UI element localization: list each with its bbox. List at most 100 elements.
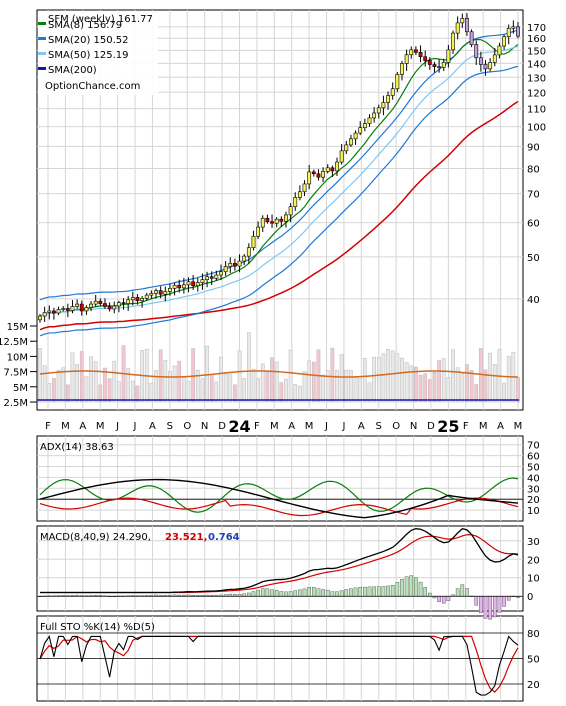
x-tick-label: O xyxy=(392,421,400,432)
volume-bar xyxy=(400,357,404,403)
candle-body xyxy=(362,123,367,129)
x-tick-label: J xyxy=(341,421,345,432)
macd-histogram-bar xyxy=(404,576,409,597)
x-tick-label: D xyxy=(427,421,435,432)
macd-histogram-bar xyxy=(441,596,446,604)
watermark: OptionChance.com xyxy=(45,81,140,92)
volume-bar xyxy=(89,356,93,403)
volume-bar xyxy=(61,367,66,403)
candle-body xyxy=(61,308,66,310)
volume-bar xyxy=(460,373,465,403)
volume-bar xyxy=(265,371,270,403)
volume-bar xyxy=(483,369,488,403)
macd-histogram-bar xyxy=(349,588,353,597)
axis-labels: F M A M J J A S O N D 24 F M A M J J A S O N D 25 F M A M4050607080… xyxy=(0,23,546,691)
candle-body xyxy=(70,306,75,311)
price-tick-label: 160 xyxy=(527,34,546,45)
x-tick-label: M xyxy=(96,421,105,432)
candle-body xyxy=(93,300,98,305)
volume-bar xyxy=(293,384,298,403)
volume-bar xyxy=(182,376,186,403)
volume-bar xyxy=(455,367,460,403)
candle-body xyxy=(214,274,219,279)
volume-bar xyxy=(270,357,274,403)
legend-sma8: SMA(8) 156.79 xyxy=(48,20,122,31)
candle-body xyxy=(121,302,126,304)
candle-body xyxy=(233,263,237,267)
volume-bar xyxy=(446,377,451,403)
volume-bar xyxy=(516,377,520,403)
volume-bar xyxy=(107,378,112,403)
sto-k-line xyxy=(39,635,519,696)
candle-body xyxy=(135,297,140,302)
x-tick-label: A xyxy=(358,421,365,432)
volume-bar xyxy=(465,364,469,403)
candle-body xyxy=(288,206,293,216)
volume-bar xyxy=(209,374,214,403)
macd-histogram-bar xyxy=(437,596,441,602)
volume-bar xyxy=(279,382,284,403)
x-tick-label: A xyxy=(149,421,156,432)
candle-body xyxy=(413,49,418,53)
price-tick-label: 170 xyxy=(527,23,546,34)
candle-body xyxy=(316,173,321,178)
candle-body xyxy=(200,279,205,283)
volume-bar xyxy=(414,366,418,403)
candle-body xyxy=(274,218,279,224)
volume-bar xyxy=(42,365,47,403)
x-tick-label: O xyxy=(183,421,191,432)
candle-body xyxy=(404,54,409,64)
macd-histogram-bar xyxy=(339,590,344,597)
candle-body xyxy=(432,64,437,68)
price-tick-label: 100 xyxy=(527,123,546,134)
volume-bar xyxy=(362,358,367,403)
volume-bar xyxy=(228,373,233,403)
candle-body xyxy=(446,49,451,63)
volume-bar xyxy=(233,384,237,403)
candle-body xyxy=(242,255,247,262)
volume-bar xyxy=(84,376,89,403)
price-tick-label: 70 xyxy=(527,190,540,201)
macd-histogram-bar xyxy=(390,585,395,597)
candle-body xyxy=(65,308,70,311)
legend-swatch-sma20 xyxy=(38,37,46,40)
macd-histogram-bar xyxy=(279,591,284,597)
indicators xyxy=(37,477,523,696)
candle-body xyxy=(112,305,117,310)
candle-body xyxy=(219,271,223,276)
macd-histogram-bar xyxy=(358,587,363,597)
x-tick-label: M xyxy=(270,421,279,432)
volume-bar xyxy=(311,361,316,403)
candle-body xyxy=(237,260,242,267)
macd-histogram-bar xyxy=(274,590,279,597)
volume-bar xyxy=(298,385,302,403)
candle-body xyxy=(511,26,516,29)
x-tick-label: J xyxy=(115,421,119,432)
candle-body xyxy=(321,171,325,178)
volume-bar xyxy=(321,374,325,403)
macd-tick-label: 20 xyxy=(527,555,540,566)
sto-tick-label: 20 xyxy=(527,680,540,691)
macd-histogram-bar xyxy=(460,584,465,597)
volume-bar xyxy=(117,381,121,403)
macd-histogram-bar xyxy=(321,589,325,597)
candle-body xyxy=(427,60,432,65)
volume-bar xyxy=(195,369,200,403)
adx-tick-label: 30 xyxy=(527,484,540,495)
macd-histogram-bar xyxy=(353,587,358,597)
legend-sma20: SMA(20) 150.52 xyxy=(48,35,129,46)
macd-histogram-bar xyxy=(316,588,321,597)
macd-histogram-bar xyxy=(288,591,293,597)
candle-body xyxy=(172,284,177,289)
volume-bar xyxy=(325,370,330,403)
macd-histogram-bar xyxy=(293,590,298,597)
volume-bar xyxy=(372,356,376,403)
macd-histogram-bar xyxy=(479,596,483,614)
x-tick-label: A xyxy=(497,421,504,432)
candle-body xyxy=(38,315,42,321)
candle-body xyxy=(260,217,265,228)
adx-tick-label: 50 xyxy=(527,463,540,474)
x-tick-label: M xyxy=(479,421,488,432)
volume-bar xyxy=(163,360,168,403)
volume-bar xyxy=(223,373,228,403)
